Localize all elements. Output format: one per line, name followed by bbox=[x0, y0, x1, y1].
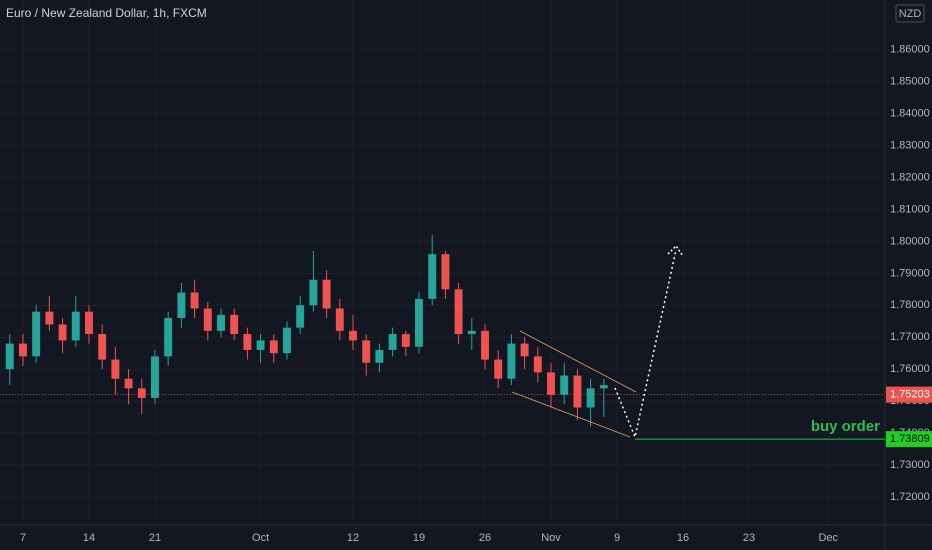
candle-body bbox=[151, 356, 159, 398]
candle-body bbox=[190, 292, 199, 309]
candle-body bbox=[296, 305, 305, 328]
candle-body bbox=[269, 340, 278, 354]
candle-body bbox=[560, 375, 569, 395]
candle-body bbox=[137, 388, 146, 398]
candle-body bbox=[177, 292, 186, 319]
candle-body bbox=[547, 372, 555, 395]
candle-body bbox=[533, 356, 542, 373]
currency: NZD bbox=[899, 8, 922, 20]
candle-body bbox=[164, 318, 173, 357]
candle-body bbox=[124, 378, 133, 389]
candle-body bbox=[388, 334, 397, 350]
candle-body bbox=[111, 359, 120, 379]
candle-body bbox=[85, 311, 93, 335]
x-tick-label: 19 bbox=[413, 532, 425, 544]
y-tick-label: 1.76000 bbox=[890, 363, 930, 375]
y-tick-label: 1.72000 bbox=[890, 491, 930, 503]
y-tick-label: 1.85000 bbox=[890, 76, 930, 88]
candle-body bbox=[322, 279, 331, 309]
x-tick-label: Oct bbox=[252, 532, 269, 544]
y-tick-label: 1.73000 bbox=[890, 459, 930, 471]
candle-body bbox=[428, 254, 437, 299]
candle-body bbox=[362, 340, 371, 363]
projection-arrow bbox=[614, 249, 677, 440]
candle-body bbox=[454, 289, 463, 335]
candle-body bbox=[573, 375, 582, 408]
chart-title: Euro / New Zealand Dollar, 1h, FXCM bbox=[6, 6, 207, 20]
currency-box[interactable] bbox=[895, 4, 925, 23]
candle-body bbox=[309, 279, 318, 306]
candle-body bbox=[203, 308, 212, 331]
x-tick-label: Dec bbox=[818, 532, 838, 544]
x-tick-label: Nov bbox=[541, 532, 561, 544]
candle-body bbox=[507, 343, 516, 379]
buy-text: buy order bbox=[811, 418, 880, 435]
x-tick-label: 14 bbox=[83, 532, 95, 544]
candle-body bbox=[441, 254, 450, 290]
candle-body bbox=[98, 334, 107, 360]
x-tick-label: 26 bbox=[479, 532, 491, 544]
candle-body bbox=[45, 311, 54, 325]
y-tick-label: 1.82000 bbox=[890, 171, 930, 183]
y-tick-label: 1.81000 bbox=[890, 203, 930, 215]
candle-body bbox=[349, 330, 357, 341]
x-tick-label: 23 bbox=[743, 532, 755, 544]
x-tick-label: 9 bbox=[614, 532, 620, 544]
y-tick-label: 1.79000 bbox=[890, 267, 930, 279]
y-tick-label: 1.77000 bbox=[890, 331, 930, 343]
candle-body bbox=[375, 350, 384, 363]
y-tick-label: 1.78000 bbox=[890, 299, 930, 311]
x-tick-label: 16 bbox=[677, 532, 689, 544]
x-tick-label: 21 bbox=[149, 532, 161, 544]
candle-body bbox=[283, 327, 291, 354]
candle-body bbox=[32, 311, 41, 357]
candle-body bbox=[71, 311, 80, 341]
candle-body bbox=[415, 298, 423, 347]
y-tick-label: 1.80000 bbox=[890, 235, 930, 247]
price-label-bg bbox=[886, 386, 932, 403]
candle-body bbox=[586, 388, 595, 408]
candle-body bbox=[5, 343, 14, 370]
candle-body bbox=[520, 343, 529, 357]
candle-body bbox=[494, 359, 503, 379]
candle-body bbox=[243, 334, 252, 350]
candle-body bbox=[217, 314, 225, 331]
candle-body bbox=[58, 324, 67, 341]
y-tick-label: 1.84000 bbox=[890, 108, 930, 120]
channel-lower bbox=[511, 391, 631, 438]
x-tick-label: 12 bbox=[347, 532, 359, 544]
candle-body bbox=[19, 343, 27, 357]
buy-label-bg bbox=[886, 431, 932, 448]
candle-body bbox=[467, 330, 476, 335]
y-tick-label: 1.86000 bbox=[890, 44, 930, 56]
y-tick-label: 1.83000 bbox=[890, 140, 930, 152]
channel-upper bbox=[519, 330, 637, 393]
buy-label: 1.73809 bbox=[890, 433, 930, 445]
x-tick-label: 7 bbox=[20, 532, 26, 544]
candle-body bbox=[401, 334, 410, 347]
candle-body bbox=[481, 330, 489, 360]
price-label: 1.75203 bbox=[890, 389, 930, 401]
candle-body bbox=[256, 340, 265, 350]
candle-body bbox=[599, 385, 608, 389]
candle-body bbox=[335, 308, 344, 331]
candle-body bbox=[230, 314, 239, 335]
